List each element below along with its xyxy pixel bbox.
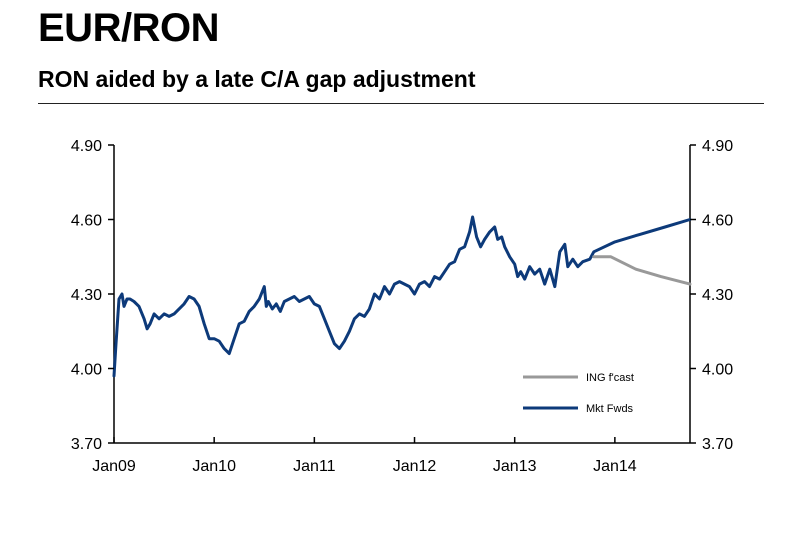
y-tick-label-right: 4.60 <box>702 213 733 230</box>
y-tick-label-left: 4.90 <box>71 138 102 155</box>
title-divider <box>38 103 764 104</box>
y-tick-label-right: 4.90 <box>702 138 733 155</box>
y-tick-label-left: 3.70 <box>71 436 102 453</box>
x-tick-label: Jan12 <box>393 458 437 475</box>
y-tick-label-left: 4.60 <box>71 213 102 230</box>
page-title: EUR/RON <box>38 6 219 50</box>
chart-axes <box>113 145 691 444</box>
series-line-ing-f-cast <box>592 255 692 286</box>
y-tick-label-right: 3.70 <box>702 436 733 453</box>
y-tick-label-right: 4.00 <box>702 362 733 379</box>
y-tick-label-left: 4.30 <box>71 287 102 304</box>
chart-series <box>112 215 692 378</box>
x-tick-label: Jan09 <box>92 458 136 475</box>
y-tick-label-right: 4.30 <box>702 287 733 304</box>
chart-legend: ING f'cast Mkt Fwds <box>523 372 634 415</box>
series-line-mkt-fwds <box>112 215 692 378</box>
x-tick-label: Jan14 <box>593 458 637 475</box>
x-tick-label: Jan10 <box>192 458 236 475</box>
legend-label: ING f'cast <box>586 372 634 384</box>
y-tick-label-left: 4.00 <box>71 362 102 379</box>
page-subtitle: RON aided by a late C/A gap adjustment <box>38 66 476 92</box>
legend-label: Mkt Fwds <box>586 403 634 415</box>
chart-ticks: 4.90 4.90 4.60 4.60 4.30 4.30 4.00 4.00 3.70 3.70… <box>71 138 733 475</box>
x-tick-label: Jan13 <box>493 458 537 475</box>
x-tick-label: Jan11 <box>293 458 336 475</box>
